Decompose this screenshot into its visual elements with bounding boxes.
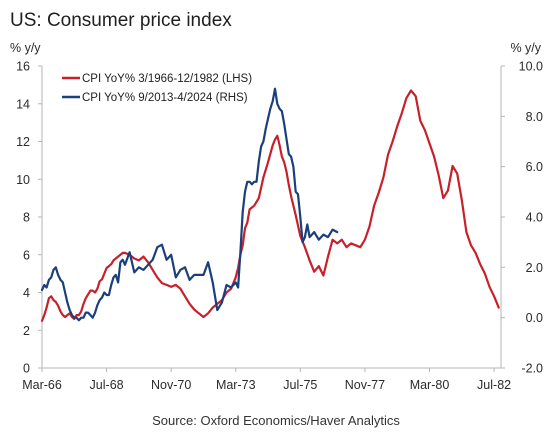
left-tick-label: 10 <box>16 173 30 187</box>
right-tick-label: 8.0 <box>526 110 543 124</box>
x-tick-label: Jul-75 <box>283 378 317 392</box>
right-tick-label: 6.0 <box>526 160 543 174</box>
x-tick-label: Mar-66 <box>22 378 62 392</box>
left-tick-label: 4 <box>23 286 30 300</box>
x-tick-label: Nov-77 <box>345 378 385 392</box>
left-tick-label: 0 <box>23 362 30 376</box>
series-layer <box>40 87 500 322</box>
left-tick-label: 12 <box>16 135 30 149</box>
x-tick-label: Mar-80 <box>410 378 450 392</box>
x-tick-label: Nov-70 <box>151 378 191 392</box>
left-tick-label: 6 <box>23 248 30 262</box>
left-tick-label: 14 <box>16 97 30 111</box>
x-tick-label: Jul-82 <box>477 378 511 392</box>
right-axis-unit: % y/y <box>510 41 541 55</box>
x-tick-label: Jul-68 <box>90 378 124 392</box>
legend: CPI YoY% 3/1966-12/1982 (LHS) CPI YoY% 9… <box>62 73 252 104</box>
left-tick-labels: 0 2 4 6 8 10 12 14 16 <box>16 60 42 376</box>
legend-label-lhs: CPI YoY% 3/1966-12/1982 (LHS) <box>82 73 252 85</box>
series-line-rhs <box>40 87 339 322</box>
chart-source: Source: Oxford Economics/Haver Analytics <box>152 413 400 428</box>
right-tick-label: 10.0 <box>519 60 543 74</box>
x-tick-labels: Mar-66 Jul-68 Nov-70 Mar-73 Jul-75 Nov-77 Mar-… <box>22 368 511 392</box>
right-tick-label: 2.0 <box>526 261 543 275</box>
left-tick-label: 2 <box>23 324 30 338</box>
left-tick-label: 8 <box>23 211 30 225</box>
left-axis-unit: % y/y <box>10 41 41 55</box>
right-tick-label: 0.0 <box>526 311 543 325</box>
right-tick-label: 4.0 <box>526 211 543 225</box>
axes <box>41 66 502 369</box>
left-tick-label: 16 <box>16 60 30 74</box>
chart-title: US: Consumer price index <box>10 10 232 31</box>
x-tick-label: Mar-73 <box>216 378 256 392</box>
right-tick-label: -2.0 <box>521 362 543 376</box>
legend-label-rhs: CPI YoY% 9/2013-4/2024 (RHS) <box>82 92 248 104</box>
right-tick-labels: -2.0 0.0 2.0 4.0 6.0 8.0 10.0 <box>501 60 543 376</box>
